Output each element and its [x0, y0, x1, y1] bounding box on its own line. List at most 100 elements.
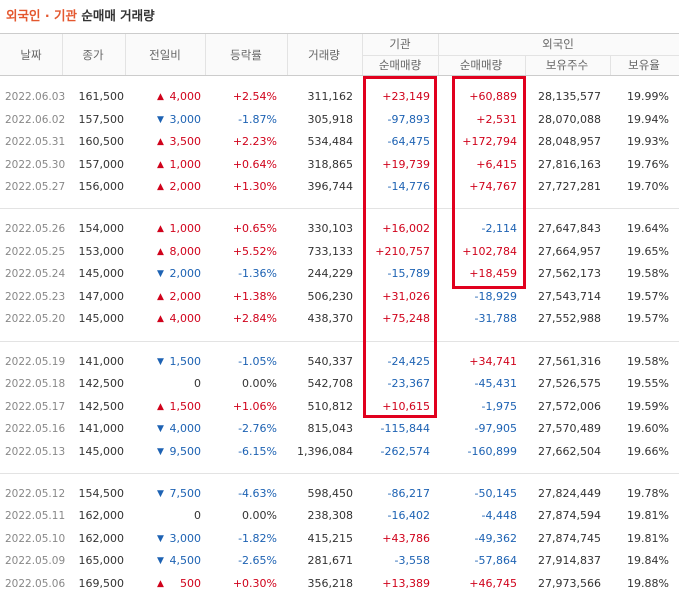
cell: +18,459 [469, 267, 517, 280]
cell: 3,000 [169, 532, 202, 545]
header-top-line [0, 33, 679, 34]
date: 2022.06.02 [5, 114, 66, 126]
cell: 169,500 [78, 577, 125, 590]
cell: 0.00% [242, 377, 277, 390]
column-header: 전일비 [149, 48, 181, 62]
cell: +2.84% [232, 312, 277, 325]
up-arrow: ▲ [157, 160, 164, 170]
column-header: 날짜 [20, 48, 42, 62]
date: 2022.05.18 [5, 378, 66, 390]
cell: +102,784 [462, 245, 517, 258]
cell: 156,000 [78, 180, 125, 193]
cell: -2.65% [238, 554, 277, 567]
header-separator [125, 34, 126, 75]
cell: 27,562,173 [538, 267, 601, 280]
cell: -97,905 [474, 422, 517, 435]
cell: 19.81% [627, 509, 669, 522]
cell: +6,415 [476, 158, 517, 171]
cell: 3,000 [169, 113, 202, 126]
cell: 19.94% [627, 113, 669, 126]
cell: 4,500 [169, 554, 202, 567]
cell: +1.06% [232, 400, 277, 413]
header-separator [62, 34, 63, 75]
date: 2022.05.11 [5, 510, 66, 522]
cell: -24,425 [387, 355, 430, 368]
title-highlight: 외국인 · 기관 [6, 8, 77, 23]
group-header: 외국인 [542, 37, 574, 51]
cell: 733,133 [307, 245, 354, 258]
cell: 1,000 [169, 158, 202, 171]
date: 2022.05.27 [5, 181, 66, 193]
cell: -14,776 [387, 180, 430, 193]
cell: +16,002 [382, 222, 430, 235]
cell: +74,767 [469, 180, 517, 193]
cell: 19.58% [627, 267, 669, 280]
date: 2022.05.31 [5, 136, 66, 148]
cell: 27,561,316 [538, 355, 601, 368]
cell: -3,558 [394, 554, 430, 567]
cell: 542,708 [307, 377, 354, 390]
down-arrow: ▼ [157, 357, 164, 367]
cell: 2,000 [169, 267, 202, 280]
cell: 28,070,088 [538, 113, 601, 126]
cell: 27,914,837 [538, 554, 601, 567]
cell: 141,000 [78, 355, 125, 368]
cell: 438,370 [307, 312, 354, 325]
cell: 27,874,594 [538, 509, 601, 522]
date: 2022.05.26 [5, 223, 66, 235]
cell: 28,048,957 [538, 135, 601, 148]
cell: -97,893 [387, 113, 430, 126]
cell: -2,114 [481, 222, 517, 235]
cell: 162,000 [78, 532, 125, 545]
cell: 540,337 [307, 355, 354, 368]
title-rest: 순매매 거래량 [81, 8, 155, 23]
cell: 19.58% [627, 355, 669, 368]
header-separator [362, 34, 363, 75]
cell: -1,975 [481, 400, 517, 413]
header-bottom-line [0, 75, 679, 76]
cell: 27,664,957 [538, 245, 601, 258]
date: 2022.05.23 [5, 291, 66, 303]
cell: 165,000 [78, 554, 125, 567]
cell: 141,000 [78, 422, 125, 435]
up-arrow: ▲ [157, 402, 164, 412]
cell: 534,484 [307, 135, 354, 148]
down-arrow: ▼ [157, 115, 164, 125]
cell: 154,000 [78, 222, 125, 235]
cell: 27,570,489 [538, 422, 601, 435]
up-arrow: ▲ [157, 579, 164, 589]
cell: 0 [194, 377, 201, 390]
cell: -31,788 [474, 312, 517, 325]
cell: 1,000 [169, 222, 202, 235]
cell: -57,864 [474, 554, 517, 567]
cell: +0.65% [232, 222, 277, 235]
up-arrow: ▲ [157, 247, 164, 257]
column-header: 순매매량 [459, 58, 503, 72]
title: 외국인 · 기관 순매매 거래량 [6, 9, 155, 23]
cell: +46,745 [469, 577, 517, 590]
cell: 500 [180, 577, 201, 590]
column-header: 순매매량 [378, 58, 422, 72]
cell: 4,000 [169, 422, 202, 435]
cell: -18,929 [474, 290, 517, 303]
cell: -262,574 [380, 445, 430, 458]
date: 2022.05.13 [5, 446, 66, 458]
header-mid-line [362, 55, 679, 56]
cell: +2.23% [232, 135, 277, 148]
cell: 3,500 [169, 135, 202, 148]
cell: -1.36% [238, 267, 277, 280]
cell: 153,000 [78, 245, 125, 258]
down-arrow: ▼ [157, 447, 164, 457]
date: 2022.05.24 [5, 268, 66, 280]
cell: 145,000 [78, 267, 125, 280]
cell: 19.99% [627, 90, 669, 103]
up-arrow: ▲ [157, 224, 164, 234]
cell: +19,739 [382, 158, 430, 171]
cell: +34,741 [469, 355, 517, 368]
cell: -16,402 [387, 509, 430, 522]
date: 2022.05.30 [5, 159, 66, 171]
cell: +31,026 [382, 290, 430, 303]
cell: +23,149 [382, 90, 430, 103]
cell: 281,671 [307, 554, 354, 567]
cell: +43,786 [382, 532, 430, 545]
